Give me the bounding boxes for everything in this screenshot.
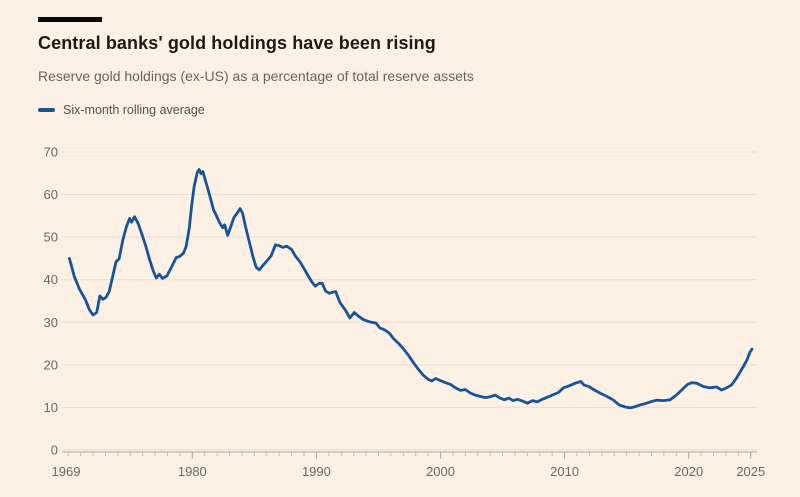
y-axis-label-40: 40 [44,272,58,287]
y-axis-label-60: 60 [44,187,58,202]
y-axis-label-10: 10 [44,400,58,415]
y-axis-label-0: 0 [51,443,58,458]
legend: Six-month rolling average [38,103,205,117]
x-axis-label-2020: 2020 [674,464,703,479]
x-axis-label-2000: 2000 [426,464,455,479]
series-line-six-month-rolling-average [68,168,754,410]
y-axis-label-30: 30 [44,315,58,330]
y-axis-label-20: 20 [44,357,58,372]
x-axis-label-1980: 1980 [178,464,207,479]
chart-subtitle: Reserve gold holdings (ex-US) as a perce… [38,68,474,84]
x-axis-label-2010: 2010 [550,464,579,479]
x-axis-label-1990: 1990 [302,464,331,479]
x-axis-label-1969: 1969 [52,464,81,479]
y-axis-label-70: 70 [44,145,58,160]
y-axis-label-50: 50 [44,230,58,245]
top-accent-bar [38,17,102,22]
x-axis-label-2025: 2025 [736,464,765,479]
chart-title: Central banks' gold holdings have been r… [38,33,436,53]
legend-line-swatch [38,108,55,112]
legend-label: Six-month rolling average [63,103,205,117]
